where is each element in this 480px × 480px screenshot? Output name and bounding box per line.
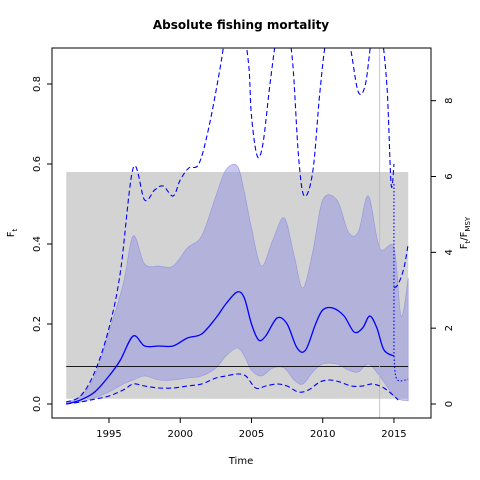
y-axis-label-right-mid: /F [459, 231, 470, 240]
y-tick-label: 0.2 [32, 316, 43, 332]
y-axis-label-right: Ft/FMSY [459, 216, 472, 249]
right-tick-label: 6 [444, 173, 455, 179]
right-tick-label: 4 [444, 249, 455, 255]
series-estimate [66, 291, 395, 405]
y-tick-label: 0.8 [32, 76, 43, 92]
y-axis-label-left: Ft [6, 228, 19, 237]
y-axis-label-left-sub: t [11, 228, 19, 231]
y-tick-label: 0.0 [32, 396, 43, 412]
confidence-band [65, 164, 409, 405]
x-tick-label: 2010 [310, 429, 335, 440]
plot-frame [51, 47, 432, 419]
series-forecast-point [393, 355, 409, 382]
plot-area [65, 48, 409, 418]
y-axis-label-right-sub2: MSY [464, 216, 472, 231]
right-tick-label: 2 [444, 325, 455, 331]
y-tick-label: 0.4 [32, 236, 43, 252]
right-tick-label: 8 [444, 97, 455, 103]
series-forecast-upper [393, 243, 409, 289]
y-axis-label-right-sub1: t [464, 240, 472, 243]
series-lower-ci [66, 373, 399, 405]
x-tick-label: 2000 [168, 429, 193, 440]
y-axis-label-left-main: F [6, 231, 17, 237]
series-upper-ci [65, 48, 395, 403]
x-tick-label: 1995 [96, 429, 121, 440]
right-tick-label: 0 [444, 401, 455, 407]
chart-title: Absolute fishing mortality [153, 18, 329, 32]
y-tick-label: 0.6 [32, 156, 43, 172]
y-axis-label-right-main: F [459, 243, 470, 249]
axes: 1995 2000 2005 2010 2015 0.0 0.2 0.4 0.6 0.8 0 2 4 6 8 [32, 76, 455, 440]
x-tick-label: 2005 [239, 429, 264, 440]
x-tick-label: 2015 [381, 429, 406, 440]
x-axis-label: Time [228, 456, 253, 467]
